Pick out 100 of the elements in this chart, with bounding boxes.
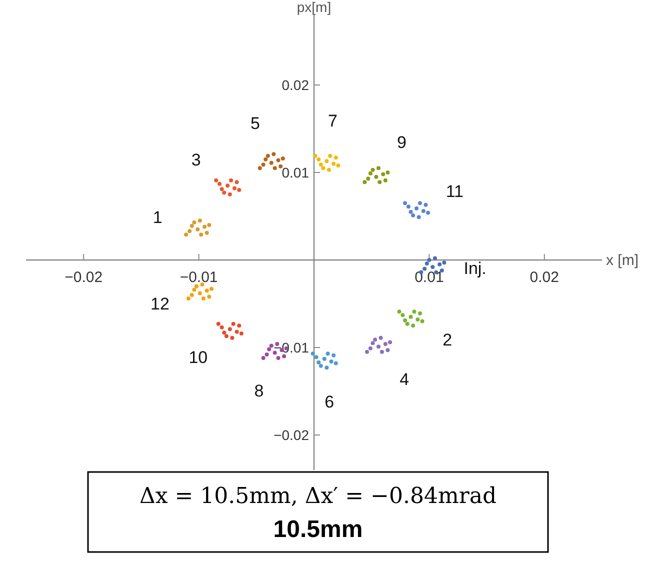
point [313, 154, 318, 158]
point [226, 184, 230, 188]
point [326, 168, 331, 172]
point [430, 265, 435, 269]
point [332, 162, 336, 166]
point [427, 258, 432, 262]
point [405, 322, 410, 326]
point [362, 180, 367, 184]
point [378, 336, 383, 340]
point [201, 296, 206, 300]
point [228, 192, 232, 196]
point [364, 350, 369, 354]
point [230, 336, 234, 340]
point [272, 152, 276, 156]
point [186, 296, 190, 300]
series-label: 1 [152, 208, 162, 228]
point [414, 206, 419, 210]
point [188, 229, 192, 234]
series-label: 10 [188, 348, 208, 368]
point [376, 344, 381, 349]
point [267, 347, 272, 352]
series-label: 5 [250, 114, 260, 134]
point [264, 157, 268, 162]
point [421, 209, 426, 213]
point [412, 310, 416, 314]
point [424, 262, 429, 266]
point [216, 322, 220, 326]
point [220, 325, 224, 330]
point [386, 348, 390, 352]
point [380, 350, 384, 354]
point [418, 201, 422, 206]
point [318, 364, 323, 368]
point [194, 284, 198, 288]
point [258, 166, 262, 170]
point [329, 360, 334, 364]
y-tick-label: −0.02 [274, 427, 310, 443]
point [269, 344, 274, 348]
y-tick-label: 0.01 [282, 164, 310, 180]
point [269, 160, 274, 165]
series-label: 11 [446, 182, 464, 201]
point [397, 310, 402, 314]
point [411, 324, 416, 328]
point [207, 294, 212, 299]
point [332, 353, 336, 358]
point [388, 340, 392, 344]
point [368, 171, 372, 176]
point [403, 201, 408, 206]
point [218, 182, 222, 186]
point [184, 232, 188, 237]
point [416, 318, 420, 322]
x-tick-label: 0.02 [530, 269, 559, 286]
point [374, 174, 378, 179]
point [366, 176, 370, 181]
point [442, 260, 446, 265]
point [276, 158, 280, 162]
point [368, 346, 372, 350]
point [200, 282, 204, 286]
point [411, 213, 416, 218]
point [278, 164, 283, 168]
point [376, 166, 381, 170]
point [220, 187, 224, 192]
point [198, 218, 202, 223]
point [383, 342, 388, 346]
y-tick-label: 0.02 [282, 77, 310, 93]
point [234, 180, 239, 184]
point [196, 227, 200, 232]
point [209, 286, 214, 291]
point [438, 262, 442, 266]
series-label: 8 [254, 381, 264, 400]
point [418, 311, 422, 316]
point [326, 352, 330, 356]
y-axis-title: px[m] [296, 0, 332, 15]
point [224, 334, 228, 338]
point [272, 166, 277, 170]
point [228, 327, 232, 332]
point [199, 232, 204, 237]
series-label: 3 [191, 150, 201, 170]
point [280, 156, 285, 160]
point [237, 188, 242, 192]
point [406, 204, 410, 209]
point [321, 166, 326, 170]
series-label: 12 [150, 294, 170, 314]
point [207, 223, 212, 227]
point [373, 338, 378, 342]
point [261, 356, 266, 360]
point [422, 266, 427, 271]
point [222, 190, 226, 195]
point [318, 162, 323, 167]
point [266, 154, 270, 158]
point [204, 288, 209, 293]
series-label: 6 [324, 392, 334, 412]
text: Δx = 10.5mm, Δx′ = −0.84mrad [139, 484, 497, 509]
point [232, 186, 237, 190]
point [420, 319, 424, 324]
point [378, 180, 382, 184]
series-label: 4 [400, 370, 410, 389]
point [202, 224, 207, 229]
x-tick-label: −0.02 [64, 269, 103, 286]
point [239, 332, 244, 336]
series-label: Inj. [464, 258, 486, 278]
